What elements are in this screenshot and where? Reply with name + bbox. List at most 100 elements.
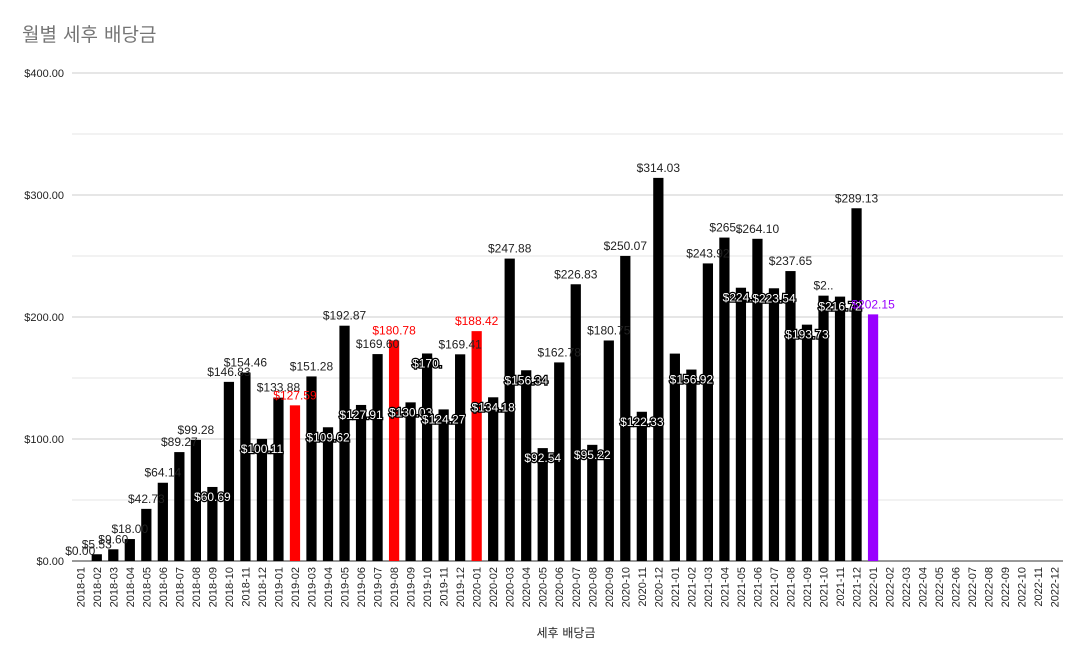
data-label: $124.27 [422, 412, 466, 426]
data-label: $89.27 [161, 435, 198, 449]
data-label: $226.83 [554, 267, 598, 281]
x-tick-label: 2020-12 [653, 567, 665, 607]
x-tick-label: 2021-12 [852, 567, 864, 607]
x-tick-label: 2022-04 [918, 567, 930, 607]
bar [719, 237, 730, 561]
bar [405, 402, 416, 561]
y-tick-label: $0.00 [36, 556, 64, 568]
data-label: $162.78 [538, 345, 582, 359]
x-tick-label: 2022-10 [1017, 567, 1029, 607]
data-label: $2.. [814, 279, 834, 293]
data-label: $146.83 [207, 365, 251, 379]
data-label: $64.14 [144, 466, 181, 480]
x-tick-label: 2019-12 [455, 567, 467, 607]
bar [339, 325, 350, 561]
gridlines [72, 72, 1063, 562]
bar [521, 370, 532, 561]
data-label: $188.42 [455, 314, 499, 328]
bar [818, 295, 829, 561]
x-tick-label: 2020-08 [587, 567, 599, 607]
x-tick-label: 2018-04 [125, 567, 137, 607]
x-tick-label: 2022-05 [934, 567, 946, 607]
data-label: $169.60 [356, 337, 400, 351]
x-tick-label: 2020-09 [604, 567, 616, 607]
data-label: $202.15 [851, 297, 895, 311]
bar [702, 263, 714, 561]
x-tick-label: 2018-06 [158, 567, 170, 607]
x-tick-label: 2022-11 [1033, 567, 1045, 607]
bar [636, 411, 647, 561]
bar [768, 288, 780, 561]
bar [735, 287, 747, 561]
bar [587, 444, 598, 561]
bar [124, 539, 135, 561]
bar [273, 397, 284, 561]
bar [322, 427, 334, 561]
bar [355, 404, 367, 561]
data-label: $18.00 [111, 522, 148, 536]
data-label: $92.54 [524, 451, 561, 465]
bar [554, 362, 565, 561]
x-tick-label: 2021-03 [703, 567, 715, 607]
data-label: $224.0 [723, 291, 760, 305]
data-label: $223.54 [752, 291, 796, 305]
x-tick-label: 2019-09 [406, 567, 418, 607]
x-tick-label: 2022-08 [984, 567, 996, 607]
bar [471, 331, 482, 561]
x-tick-label: 2019-05 [340, 567, 352, 607]
bar [455, 354, 466, 561]
data-label: $264.10 [736, 222, 780, 236]
x-tick-label: 2021-09 [802, 567, 814, 607]
bar [603, 340, 614, 561]
bar [834, 296, 846, 561]
x-tick-label: 2019-11 [439, 567, 451, 607]
y-tick-label: $400.00 [24, 68, 64, 80]
x-tick-label: 2018-09 [207, 567, 219, 607]
x-tick-label: 2021-10 [819, 567, 831, 607]
data-label: $192.87 [323, 309, 367, 323]
x-tick-label: 2022-02 [885, 567, 897, 607]
x-tick-label: 2020-02 [488, 567, 500, 607]
data-label: $42.73 [128, 492, 165, 506]
x-tick-label: 2022-06 [951, 567, 963, 607]
x-tick-label: 2020-04 [521, 567, 533, 607]
data-label: $130.03 [389, 405, 433, 419]
bar [686, 369, 697, 561]
data-labels: $0.00$5.53$9.60$18.00$42.73$64.14$89.27$… [65, 161, 895, 558]
x-tick-label: 2018-05 [141, 567, 153, 607]
data-label: $170. [412, 356, 442, 370]
data-label: $237.65 [769, 254, 813, 268]
x-axis-title: 세후 배당금 [536, 626, 595, 640]
data-label: $151.28 [290, 359, 334, 373]
x-tick-label: 2020-07 [571, 567, 583, 607]
x-tick-label: 2021-04 [719, 567, 731, 607]
data-label: $122.33 [620, 415, 664, 429]
bar [388, 340, 400, 561]
x-tick-label: 2018-12 [257, 567, 269, 607]
x-tick-label: 2021-05 [736, 567, 748, 607]
y-tick-label: $100.00 [24, 434, 64, 446]
x-tick-label: 2022-09 [1000, 567, 1012, 607]
bar [867, 314, 879, 561]
y-tick-label: $300.00 [24, 190, 64, 202]
bar [488, 397, 499, 561]
data-label: $134.18 [471, 400, 515, 414]
x-tick-label: 2021-02 [686, 567, 698, 607]
data-label: $265. [709, 221, 739, 235]
data-label: $127.91 [339, 408, 383, 422]
data-label: $95.22 [574, 448, 611, 462]
bar [190, 439, 201, 561]
x-tick-label: 2021-11 [835, 567, 847, 607]
x-tick-label: 2018-02 [92, 567, 104, 607]
data-label: $109.62 [306, 430, 350, 444]
bar [289, 405, 301, 561]
bar [174, 452, 185, 561]
x-tick-label: 2021-06 [752, 567, 764, 607]
bar [91, 554, 102, 561]
x-tick-label: 2020-06 [554, 567, 566, 607]
data-label: $180.78 [372, 323, 416, 337]
data-label: $60.69 [194, 490, 231, 504]
x-tick-label: 2019-08 [389, 567, 401, 607]
y-tick-label: $200.00 [24, 312, 64, 324]
